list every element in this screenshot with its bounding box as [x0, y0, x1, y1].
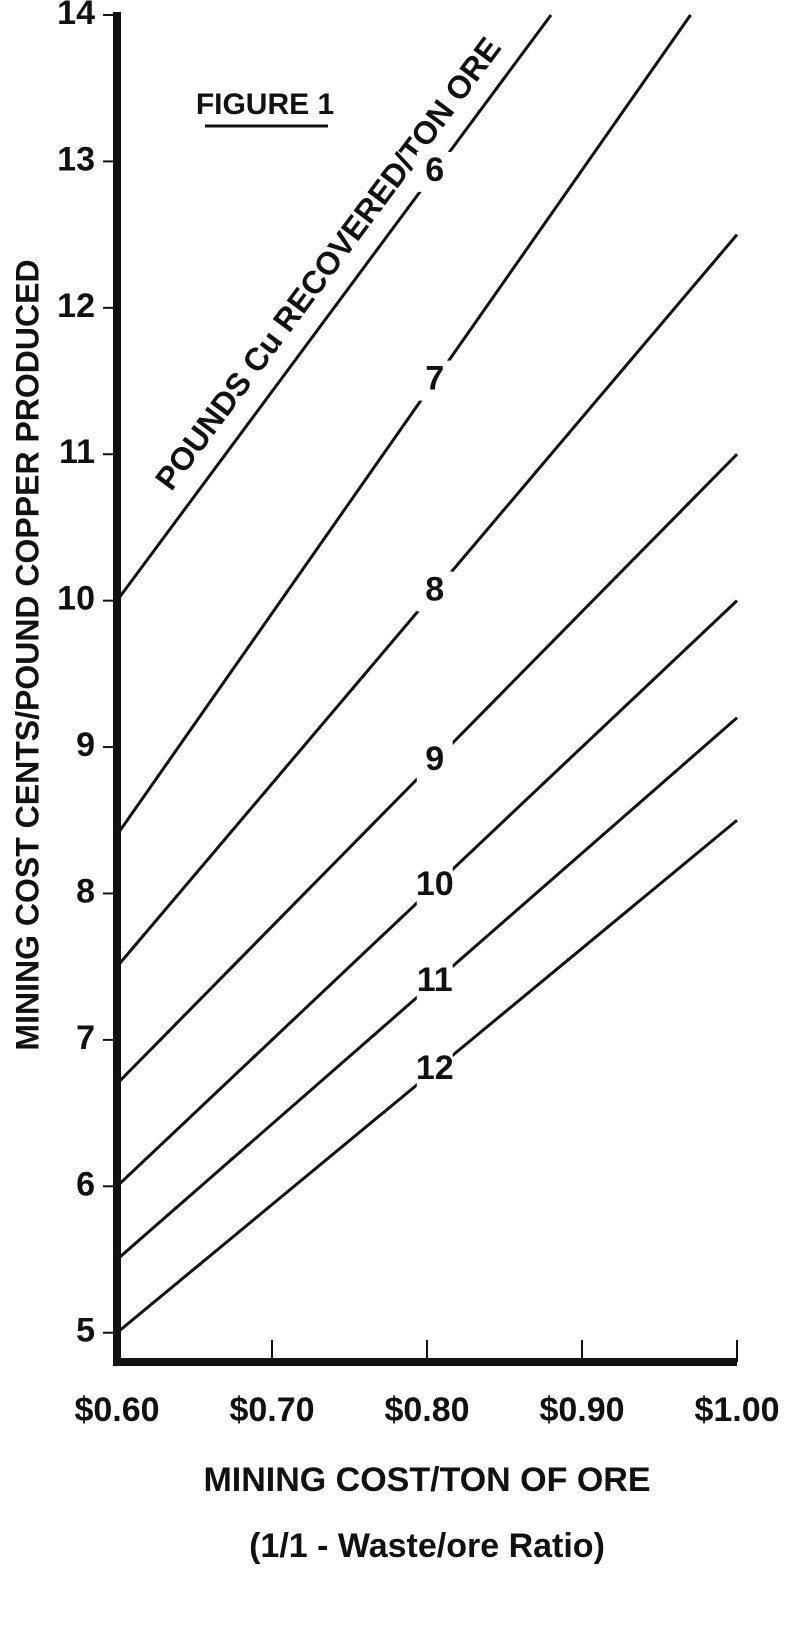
line-label-bg: [416, 360, 453, 401]
line-label: 12: [416, 1049, 454, 1087]
x-tick-label: $0.60: [74, 1391, 159, 1429]
y-tick-label: 12: [57, 287, 95, 325]
y-tick-label: 11: [59, 433, 95, 471]
y-tick-label: 8: [76, 872, 95, 910]
y-tick-label: 7: [76, 1019, 95, 1057]
line-label-bg: [416, 866, 453, 907]
x-axis-label: MINING COST/TON OF ORE: [203, 1461, 650, 1499]
data-line: [115, 14, 692, 836]
y-axis-label: MINING COST CENTS/POUND COPPER PRODUCED: [9, 259, 45, 1050]
y-tick-label: 14: [57, 0, 95, 32]
y-tick-label: 9: [76, 726, 95, 764]
x-tick-label: $0.90: [539, 1391, 624, 1429]
y-tick-label: 5: [76, 1312, 95, 1350]
line-label: 10: [416, 865, 454, 903]
x-tick-label: $0.70: [229, 1391, 314, 1429]
line-label-bg: [416, 741, 453, 782]
line-label-bg: [416, 151, 453, 192]
line-label: 9: [425, 740, 444, 778]
y-tick-label: 13: [57, 140, 95, 178]
line-label: 6: [425, 151, 444, 189]
y-tick-label: 6: [76, 1165, 95, 1203]
x-axis-sublabel: (1/1 - Waste/ore Ratio): [249, 1527, 605, 1565]
line-label-bg: [416, 1050, 453, 1091]
x-tick-label: $1.00: [694, 1391, 779, 1429]
line-label-bg: [416, 961, 453, 1002]
y-tick-label: 10: [57, 580, 95, 618]
line-label: 7: [425, 360, 444, 398]
line-label: 11: [417, 961, 453, 999]
line-label-bg: [416, 571, 453, 612]
data-line: [115, 14, 553, 602]
x-tick-label: $0.80: [384, 1391, 469, 1429]
line-label: 8: [425, 570, 444, 608]
chart-title: FIGURE 1: [196, 88, 334, 121]
